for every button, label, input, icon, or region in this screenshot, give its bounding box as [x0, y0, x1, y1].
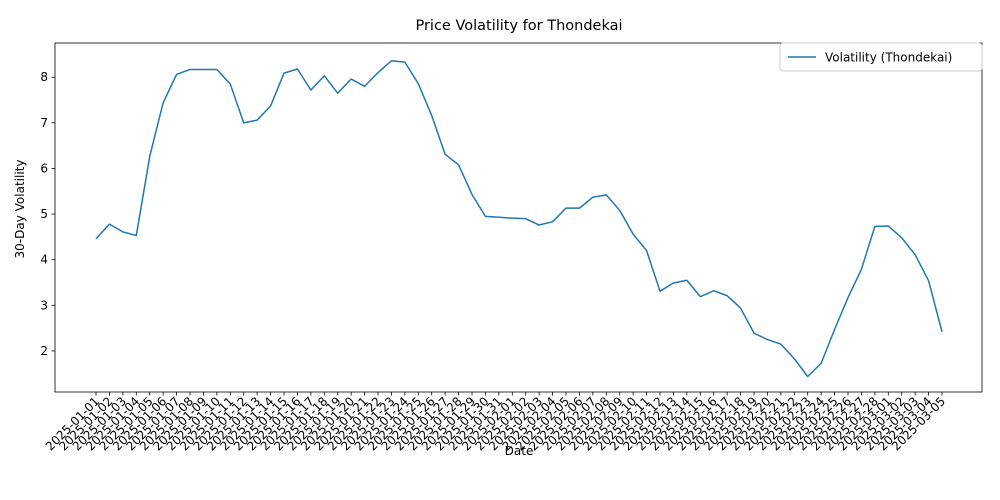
y-tick-label: 8: [40, 70, 48, 84]
legend-entry: Volatility (Thondekai): [825, 51, 952, 65]
x-axis-label: Date: [505, 444, 534, 458]
y-tick-label: 5: [40, 207, 48, 221]
legend-box: [779, 42, 983, 72]
series-line: [95, 60, 943, 378]
y-tick-label: 3: [40, 298, 48, 312]
y-axis-label: 30-Day Volatility: [13, 160, 27, 259]
y-tick-label: 2: [40, 344, 48, 358]
legend: Volatility (Thondekai): [779, 42, 983, 72]
y-tick-label: 7: [40, 116, 48, 130]
plot-frame: [54, 42, 983, 393]
y-tick-label: 4: [40, 253, 48, 267]
plot-area: 23456782025-01-012025-01-022025-01-03202…: [40, 42, 983, 453]
chart-title: Price Volatility for Thondekai: [415, 18, 622, 34]
y-tick-label: 6: [40, 161, 48, 175]
